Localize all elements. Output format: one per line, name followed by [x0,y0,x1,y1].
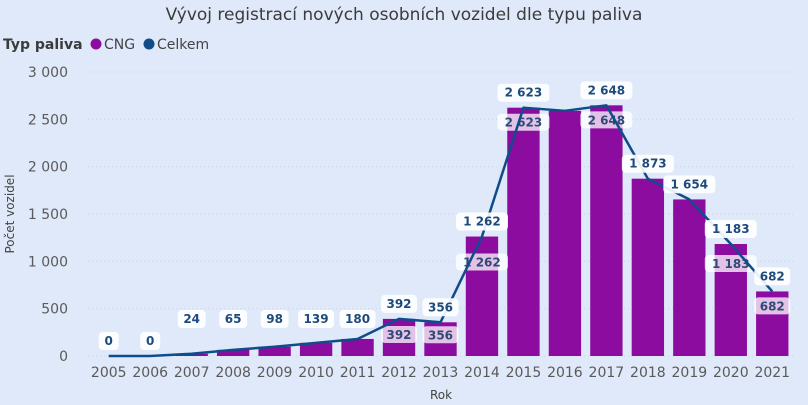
cng-data-label: 1 183 [712,257,750,271]
cng-data-label: 1 262 [463,256,501,270]
celkem-data-label: 392 [386,297,411,311]
x-tick-label: 2012 [381,365,417,381]
celkem-label-box [177,310,206,328]
cng-bar[interactable] [590,105,623,357]
x-tick-label: 2017 [589,365,625,381]
x-tick-label: 2008 [215,365,251,381]
x-axis-ticks: 2005 2006 2007 2008 2009 2010 2011 2012 2013 2014… [91,365,790,381]
x-tick-label: 2016 [547,365,583,381]
x-tick-label: 2006 [132,365,168,381]
cng-data-label: 356 [428,328,453,342]
celkem-data-label: 180 [345,312,370,326]
celkem-data-label: 2 623 [505,86,543,100]
cng-label-box [381,326,418,343]
celkem-label-box [140,332,161,350]
cng-label-box [422,326,459,344]
celkem-label-box [422,298,459,317]
cng-label-box [497,113,550,131]
celkem-label-box [497,83,550,102]
celkem-data-label: 1 262 [463,215,501,229]
x-tick-label: 2019 [672,365,708,381]
celkem-data-label: 356 [428,300,453,314]
celkem-data-label: 139 [304,312,329,326]
y-tick-label: 2 000 [28,160,68,176]
cng-bar[interactable] [299,342,333,356]
x-tick-label: 2020 [713,365,749,381]
legend: Typ paliva CNG Celkem [3,37,209,53]
celkem-data-label: 1 183 [712,222,750,236]
cng-data-label: 2 648 [588,113,626,127]
x-tick-label: 2009 [257,365,293,381]
y-tick-label: 2 500 [28,112,68,128]
celkem-data-labels: 0 0 24 65 98 139 180 392 356 1 262 2 623 2 648 1 873… [98,81,791,350]
celkem-label-box [455,212,508,231]
celkem-data-label: 1 873 [629,157,667,171]
x-tick-label: 2007 [174,365,210,381]
cng-data-label: 2 623 [505,116,543,130]
legend-marker-celkem [143,38,155,50]
y-tick-label: 500 [41,302,68,318]
celkem-data-label: 0 [105,334,113,348]
x-axis-label: Rok [430,388,452,402]
celkem-data-label: 65 [225,312,242,326]
celkem-data-label: 0 [146,334,154,348]
y-tick-label: 1 000 [28,254,68,270]
legend-title: Typ paliva [3,37,83,53]
celkem-data-label: 1 654 [671,177,709,191]
cng-data-labels: 392 356 1 262 2 623 2 648 1 183 682 [381,111,791,344]
celkem-label-box [704,220,757,239]
x-tick-label: 2014 [464,365,500,381]
cng-bar[interactable] [507,107,540,356]
celkem-label-box [663,175,716,194]
cng-bar[interactable] [341,338,374,356]
x-tick-label: 2015 [506,365,542,381]
celkem-label-box [580,81,633,100]
chart-title: Vývoj registrací nových osobních vozidel… [166,5,643,25]
celkem-data-label: 24 [183,312,200,326]
celkem-data-label: 98 [266,312,283,326]
celkem-data-label: 2 648 [588,83,626,97]
celkem-label-box [381,294,418,313]
celkem-label-box [754,267,791,286]
x-tick-label: 2010 [298,365,334,381]
celkem-label-box [621,154,674,173]
celkem-line [108,104,774,358]
celkem-label-box [260,310,289,328]
celkem-data-label: 682 [760,269,785,283]
cng-label-box [580,111,633,129]
y-axis-ticks: 0 500 1 000 1 500 2 000 2 500 3 000 [28,65,68,365]
y-tick-label: 3 000 [28,65,68,81]
cng-bar[interactable] [548,110,582,357]
legend-item-cng[interactable]: CNG [104,37,135,53]
cng-bar[interactable] [673,199,706,356]
legend-item-celkem[interactable]: Celkem [157,37,209,53]
x-tick-label: 2013 [423,365,459,381]
cng-bar[interactable] [631,178,665,356]
x-tick-label: 2018 [630,365,666,381]
x-tick-label: 2011 [340,365,376,381]
celkem-label-box [219,310,248,328]
cng-bar[interactable] [216,349,250,356]
y-tick-label: 1 500 [28,207,68,223]
cng-bar[interactable] [258,346,291,356]
celkem-label-box [98,332,119,350]
celkem-series-line[interactable] [108,104,774,358]
celkem-label-box [298,310,335,328]
y-axis-label: Počet vozidel [3,174,17,253]
cng-data-label: 392 [386,328,411,342]
celkem-label-box [339,310,376,328]
x-tick-label: 2005 [91,365,127,381]
y-tick-label: 0 [59,349,68,365]
x-tick-label: 2021 [754,365,790,381]
legend-marker-cng [90,38,102,50]
cng-label-box [754,297,791,315]
cng-data-label: 682 [760,299,785,313]
